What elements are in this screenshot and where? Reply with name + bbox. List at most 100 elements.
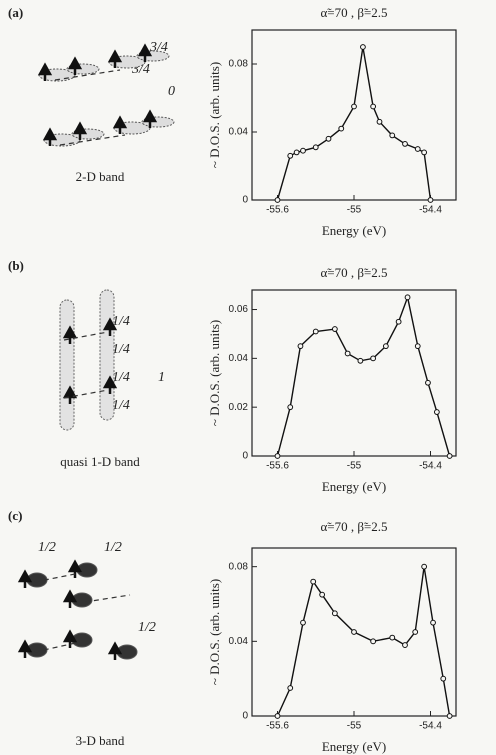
x-tick-label: -54.4 <box>419 205 442 216</box>
y-tick-label: 0.08 <box>229 561 249 572</box>
spin-arrow <box>137 43 153 62</box>
site-label: 1/2 <box>38 540 56 555</box>
bond <box>63 389 109 399</box>
spin-arrow <box>102 317 118 336</box>
dos-point <box>287 404 294 411</box>
dos-point <box>402 141 408 147</box>
chart-title: α̃=70 , β̃=2.5 <box>320 265 387 280</box>
dos-line <box>276 46 432 201</box>
site-label: 1/4 <box>112 398 130 413</box>
dos-point <box>344 350 351 357</box>
dos-point <box>297 343 304 350</box>
dos-point <box>351 103 357 110</box>
spin-arrow <box>42 127 58 146</box>
dos-point <box>287 152 294 159</box>
site-label: 1/4 <box>112 314 130 329</box>
y-axis-label: ~ D.O.S. (arb. units) <box>207 579 222 685</box>
y-axis-label: ~ D.O.S. (arb. units) <box>207 62 222 168</box>
dos-point <box>402 642 408 648</box>
panel-label: (b) <box>8 258 24 273</box>
chart-title: α̃=70 , β̃=2.5 <box>320 5 387 20</box>
dos-point <box>351 629 357 635</box>
spin-arrow <box>72 121 88 140</box>
dos-point <box>446 453 453 459</box>
dos-point <box>300 619 306 626</box>
x-axis-label: Energy (eV) <box>322 739 386 754</box>
y-tick-label: 0.06 <box>229 304 249 315</box>
chain <box>59 299 75 431</box>
panel-label: (a) <box>8 5 23 20</box>
y-tick-label: 0 <box>242 451 248 462</box>
y-axis-label: ~ D.O.S. (arb. units) <box>207 320 222 426</box>
y-tick-label: 0.02 <box>229 402 249 413</box>
bond <box>34 641 81 653</box>
dos-point <box>430 619 436 626</box>
band-label: quasi 1-D band <box>60 454 140 469</box>
dos-point <box>412 629 419 635</box>
dos-point <box>331 326 338 332</box>
x-tick-label: -55 <box>347 205 362 216</box>
dos-point <box>421 149 428 156</box>
dos-point <box>360 44 366 50</box>
x-tick-label: -55.6 <box>266 721 289 732</box>
spin-arrow <box>102 375 118 394</box>
dos-point <box>440 675 447 682</box>
dos-point <box>287 685 294 691</box>
dos-point <box>370 103 377 110</box>
dos-point <box>382 343 389 350</box>
dos-point <box>319 591 326 598</box>
spin-arrow <box>67 559 83 578</box>
x-tick-label: -55 <box>347 721 362 732</box>
dos-point <box>414 146 421 152</box>
dos-point <box>293 149 300 156</box>
site-label: 1/4 <box>112 342 130 357</box>
spin-arrow <box>37 62 53 81</box>
dos-point <box>325 135 332 142</box>
dos-point <box>310 578 317 585</box>
spin-arrow <box>142 109 158 128</box>
x-tick-label: -54.4 <box>419 721 442 732</box>
dos-point <box>389 132 396 139</box>
spin-arrow <box>62 385 78 404</box>
site-label: 0 <box>168 84 175 99</box>
site-label: 1/2 <box>104 540 122 555</box>
x-axis-label: Energy (eV) <box>322 223 386 238</box>
dos-point <box>433 409 440 415</box>
spin-arrow <box>17 639 33 658</box>
chain <box>99 289 115 421</box>
chart-title: α̃=70 , β̃=2.5 <box>320 519 387 534</box>
spin-arrow <box>62 589 78 608</box>
spin-arrow <box>62 325 78 344</box>
y-tick-label: 0.04 <box>229 636 249 647</box>
dos-point <box>338 125 345 132</box>
y-tick-label: 0 <box>242 195 248 206</box>
dos-point <box>389 634 396 641</box>
dos-point <box>395 318 402 325</box>
dos-point <box>312 144 319 151</box>
plot-frame <box>251 29 457 201</box>
dos-point <box>274 453 281 459</box>
bond <box>59 134 126 146</box>
x-tick-label: -55.6 <box>266 205 289 216</box>
dos-point <box>300 147 306 154</box>
site-label: 1/2 <box>138 620 156 635</box>
dos-line <box>276 294 451 457</box>
spin-arrow <box>62 629 78 648</box>
y-tick-label: 0 <box>242 711 248 722</box>
site-label: 1 <box>158 370 165 385</box>
panel-label: (c) <box>8 508 22 523</box>
dos-point <box>446 713 453 719</box>
dos-point <box>370 355 377 362</box>
site-label: 1/4 <box>112 370 130 385</box>
band-label: 2-D band <box>76 169 125 184</box>
dos-point <box>357 357 364 364</box>
spin-arrow <box>67 56 83 75</box>
x-tick-label: -55.6 <box>266 461 289 472</box>
dos-point <box>312 328 319 335</box>
spin-arrow <box>112 115 128 134</box>
dos-point <box>425 379 431 386</box>
spin-arrow <box>107 641 123 660</box>
y-tick-label: 0.04 <box>229 353 249 364</box>
x-tick-label: -55 <box>347 461 362 472</box>
